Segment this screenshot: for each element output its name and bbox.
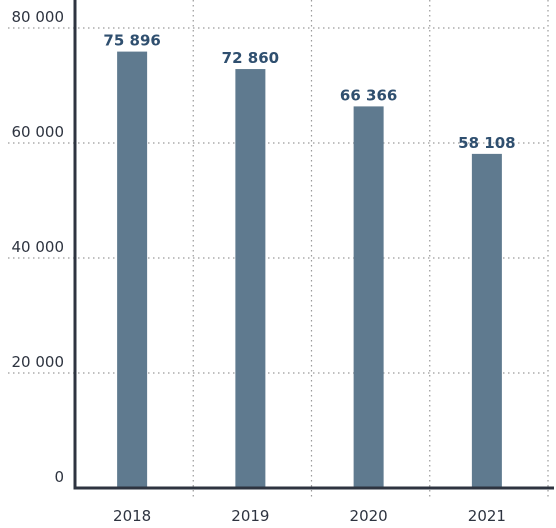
bar-value-label: 58 108 xyxy=(458,134,515,152)
y-tick-label: 80 000 xyxy=(12,8,65,26)
grid-lines xyxy=(8,0,549,500)
x-tick-label: 2020 xyxy=(350,507,388,525)
x-tick-label: 2018 xyxy=(113,507,151,525)
x-tick-label: 2019 xyxy=(231,507,269,525)
bar xyxy=(235,69,266,489)
y-tick-label: 20 000 xyxy=(12,353,65,371)
bar-value-label: 66 366 xyxy=(340,86,397,104)
bar-value-label: 75 896 xyxy=(103,32,160,50)
bars xyxy=(117,51,502,489)
x-tick-label: 2021 xyxy=(468,507,506,525)
bar xyxy=(353,106,384,488)
bar xyxy=(471,153,502,488)
bar xyxy=(117,51,148,489)
labels: 0 20 000 40 000 60 000 80 000 75 896 2018 72 86… xyxy=(12,8,516,525)
y-tick-label: 40 000 xyxy=(12,238,65,256)
axes xyxy=(73,0,554,490)
y-tick-label: 60 000 xyxy=(12,123,65,141)
y-tick-label: 0 xyxy=(54,468,64,486)
bar-value-label: 72 860 xyxy=(222,49,279,67)
